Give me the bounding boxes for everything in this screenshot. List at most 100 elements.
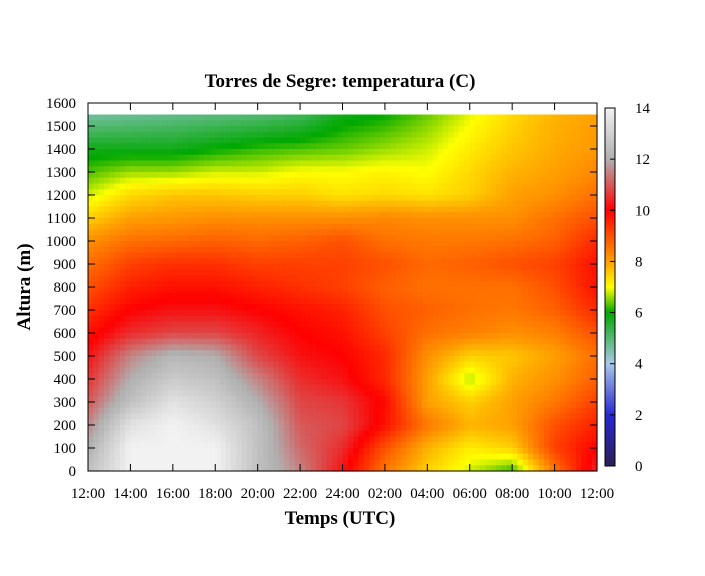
heatmap-cell [331, 143, 338, 150]
heatmap-cell [262, 149, 269, 156]
heatmap-cell [363, 126, 370, 133]
heatmap-cell [570, 131, 577, 139]
heatmap-cell [591, 177, 598, 185]
heatmap-cell [103, 402, 110, 409]
heatmap-cell [188, 120, 195, 127]
heatmap-cell [300, 137, 306, 144]
heatmap-cell [141, 246, 147, 254]
heatmap-cell [353, 396, 359, 403]
heatmap-cell [549, 131, 556, 139]
heatmap-cell [501, 304, 508, 311]
heatmap-cell [363, 356, 370, 363]
heatmap-cell [241, 137, 248, 144]
heatmap-cell [411, 350, 418, 357]
heatmap-cell [427, 189, 434, 196]
heatmap-cell [490, 246, 497, 254]
heatmap-cell [146, 304, 153, 311]
heatmap-cell [257, 235, 264, 242]
heatmap-cell [262, 269, 269, 277]
heatmap-cell [119, 229, 126, 236]
heatmap-cell [268, 258, 275, 265]
heatmap-cell [188, 206, 195, 213]
heatmap-cell [114, 396, 121, 403]
heatmap-cell [448, 281, 455, 288]
heatmap-cell [591, 235, 598, 242]
heatmap-cell [475, 258, 481, 265]
heatmap-cell [480, 367, 487, 374]
heatmap-cell [188, 333, 195, 340]
heatmap-cell [485, 361, 492, 369]
heatmap-cell [262, 361, 269, 369]
heatmap-cell [209, 137, 216, 144]
heatmap-cell [225, 373, 232, 380]
heatmap-cell [485, 338, 492, 346]
heatmap-cell [204, 149, 211, 156]
heatmap-cell [141, 275, 147, 282]
heatmap-cell [151, 114, 158, 121]
heatmap-cell [400, 172, 407, 179]
heatmap-cell [262, 212, 269, 219]
heatmap-cell [554, 120, 561, 127]
heatmap-cell [501, 200, 508, 208]
heatmap-cell [284, 298, 291, 305]
heatmap-cell [475, 172, 481, 179]
heatmap-cell [395, 137, 402, 144]
heatmap-cell [453, 396, 460, 403]
heatmap-cell [416, 361, 423, 369]
heatmap-cell [178, 212, 185, 219]
heatmap-cell [172, 177, 179, 185]
heatmap-cell [141, 137, 147, 144]
heatmap-cell [384, 154, 391, 162]
heatmap-cell [247, 252, 253, 259]
heatmap-cell [369, 402, 375, 409]
heatmap-cell [278, 200, 285, 208]
heatmap-cell [278, 333, 285, 340]
heatmap-cell [406, 402, 413, 409]
heatmap-cell [156, 212, 163, 219]
heatmap-cell [247, 396, 253, 403]
heatmap-cell [522, 223, 529, 231]
heatmap-cell [363, 218, 370, 225]
heatmap-cell [496, 310, 503, 317]
heatmap-cell [453, 241, 460, 248]
heatmap-cell [294, 166, 301, 173]
heatmap-cell [284, 292, 291, 300]
heatmap-cell [273, 218, 280, 225]
heatmap-cell [103, 154, 110, 162]
heatmap-cell [506, 287, 513, 294]
heatmap-cell [549, 154, 556, 162]
heatmap-cell [480, 241, 487, 248]
heatmap-cell [204, 120, 211, 127]
heatmap-cell [363, 235, 370, 242]
heatmap-cell [554, 166, 561, 173]
heatmap-cell [125, 241, 132, 248]
heatmap-cell [496, 407, 503, 415]
heatmap-cell [565, 206, 572, 213]
heatmap-cell [543, 177, 550, 185]
heatmap-cell [151, 183, 158, 190]
heatmap-cell [103, 292, 110, 300]
heatmap-cell [225, 177, 232, 185]
heatmap-cell [543, 327, 550, 334]
heatmap-cell [183, 315, 190, 323]
heatmap-cell [490, 396, 497, 403]
heatmap-cell [575, 114, 582, 121]
heatmap-cell [178, 321, 185, 328]
heatmap-cell [565, 344, 572, 351]
heatmap-cell [294, 407, 301, 415]
heatmap-cell [395, 361, 402, 369]
heatmap-cell [225, 310, 232, 317]
heatmap-cell [369, 275, 375, 282]
heatmap-cell [98, 275, 105, 282]
heatmap-cell [146, 275, 153, 282]
heatmap-cell [533, 229, 540, 236]
heatmap-cell [490, 166, 497, 173]
heatmap-cell [273, 212, 280, 219]
heatmap-cell [570, 218, 577, 225]
heatmap-cell [135, 235, 142, 242]
heatmap-cell [194, 407, 200, 415]
heatmap-cell [406, 137, 413, 144]
heatmap-cell [528, 126, 534, 133]
heatmap-cell [549, 281, 556, 288]
heatmap-cell [125, 200, 132, 208]
